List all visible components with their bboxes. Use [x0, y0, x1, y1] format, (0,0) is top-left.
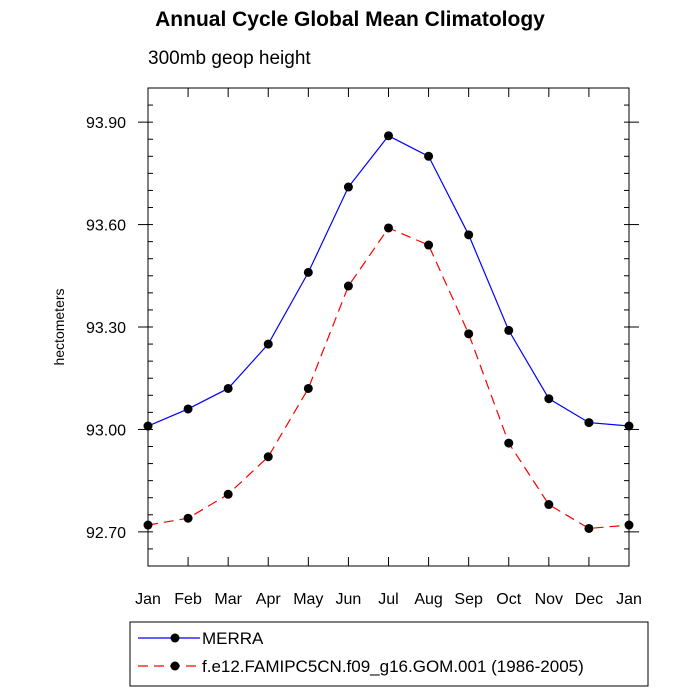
data-point	[464, 329, 474, 339]
data-point	[263, 339, 273, 349]
x-tick-label: Mar	[214, 591, 242, 608]
y-tick-label: 92.70	[86, 525, 126, 542]
data-point	[183, 513, 193, 523]
y-axis-label: hectometers	[51, 288, 67, 365]
legend-box	[129, 621, 649, 687]
x-tick-label: May	[293, 591, 323, 608]
x-tick-label: Jan	[135, 591, 161, 608]
y-tick-label: 93.30	[86, 320, 126, 337]
legend-marker-2	[170, 661, 180, 671]
chart-title: Annual Cycle Global Mean Climatology	[155, 8, 545, 31]
y-tick-label: 93.90	[86, 115, 126, 132]
y-tick-label: 93.00	[86, 422, 126, 439]
data-point	[143, 520, 153, 530]
data-point	[263, 452, 273, 462]
data-point	[504, 438, 514, 448]
data-point	[504, 325, 514, 335]
legend-label-2: f.e12.FAMIPC5CN.f09_g16.GOM.001 (1986-20…	[202, 657, 584, 676]
data-point	[584, 418, 594, 428]
data-point	[384, 131, 393, 141]
data-point	[143, 421, 153, 431]
data-point	[544, 500, 554, 510]
legend-marker-1	[170, 633, 180, 643]
data-point	[343, 182, 353, 192]
data-point	[544, 394, 554, 404]
data-point	[384, 223, 393, 233]
y-tick-label: 93.60	[86, 218, 126, 235]
data-point	[624, 421, 634, 431]
x-tick-label: Dec	[575, 591, 603, 608]
plot-border	[147, 87, 630, 567]
plot-frame	[147, 87, 630, 567]
x-tick-label: Jul	[378, 591, 398, 608]
data-point	[183, 404, 193, 414]
legend-label-1: MERRA	[202, 629, 264, 648]
x-tick-label: Aug	[414, 591, 442, 608]
chart-subtitle: 300mb geop height	[148, 48, 311, 69]
legend: MERRA f.e12.FAMIPC5CN.f09_g16.GOM.001 (19…	[129, 621, 649, 687]
data-point	[303, 383, 313, 393]
x-tick-label: Nov	[535, 591, 563, 608]
data-point	[424, 240, 434, 250]
x-tick-label: Jun	[336, 591, 362, 608]
x-tick-label: Jan	[616, 591, 642, 608]
data-point	[223, 383, 233, 393]
data-point	[464, 230, 474, 240]
tick-labels: Jan Feb Mar Apr May Jun Jul Aug Sep Oct Nov Dec Jan 9…	[86, 115, 642, 608]
data-point	[584, 523, 594, 533]
data-point	[303, 267, 313, 277]
series-line-1	[147, 135, 630, 427]
data-point	[343, 281, 353, 291]
series-layer	[143, 131, 634, 533]
data-point	[424, 151, 434, 161]
data-point	[223, 489, 233, 499]
axis-ticks	[138, 87, 639, 567]
x-tick-label: Feb	[174, 591, 202, 608]
x-tick-label: Apr	[256, 591, 282, 608]
x-tick-label: Oct	[496, 591, 521, 608]
x-tick-label: Sep	[454, 591, 483, 608]
data-point	[624, 520, 634, 530]
series-line-2	[147, 227, 630, 530]
